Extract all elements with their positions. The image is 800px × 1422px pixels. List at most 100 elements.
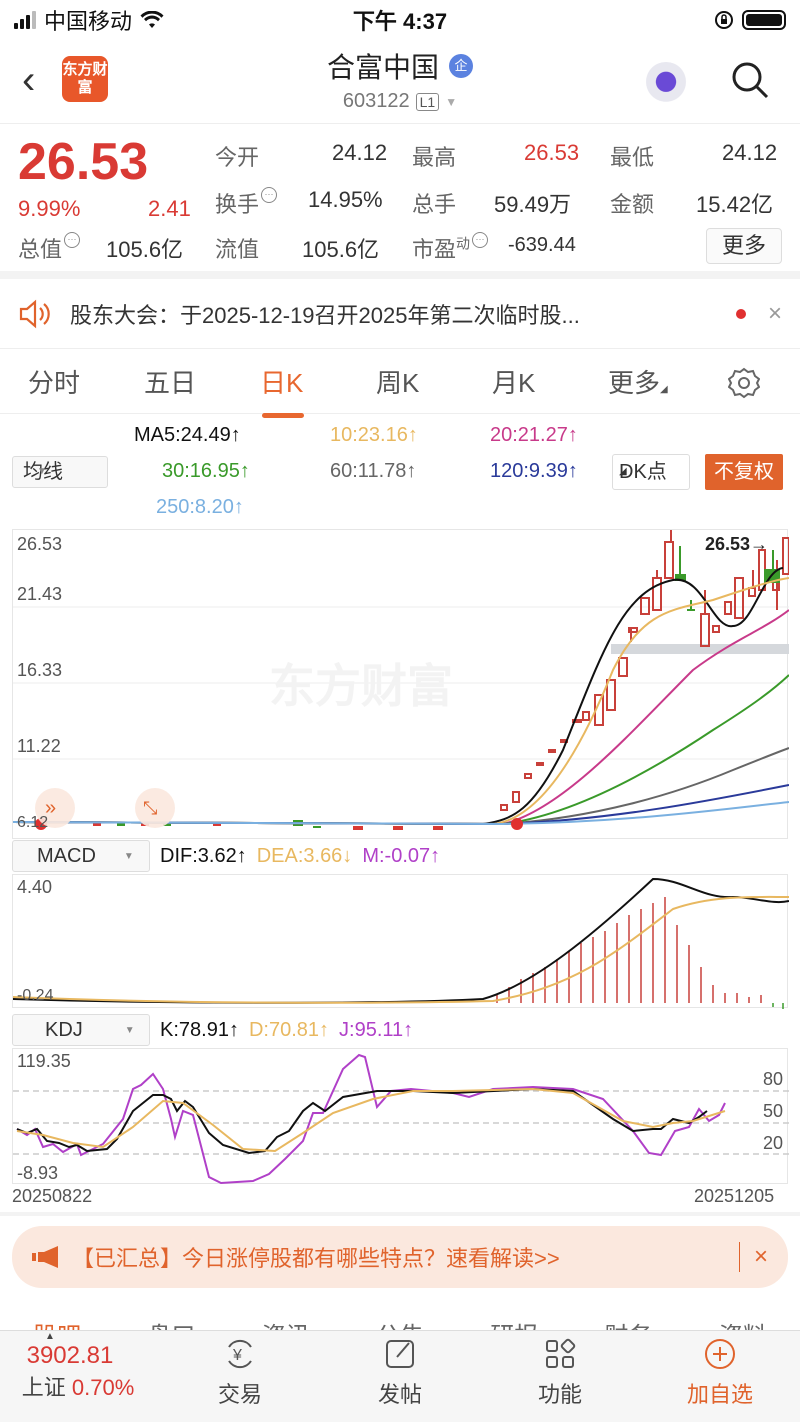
more-button[interactable]: 更多 (706, 228, 782, 264)
adjust-button[interactable]: 不复权 (705, 454, 783, 490)
kdj-selector[interactable]: KDJ ▼ (12, 1014, 150, 1046)
ma-legend: MA5:24.49↑ 10:23.16↑ 20:21.27↑ 均线 ▼ 30:16… (0, 414, 800, 526)
close-icon[interactable]: × (753, 1243, 768, 1270)
tab-forum[interactable]: 股吧 (33, 1316, 81, 1330)
close-icon[interactable]: × (767, 299, 782, 327)
svg-text:¥: ¥ (232, 1347, 242, 1364)
macd-plot (12, 877, 790, 1009)
open-value: 24.12 (332, 140, 388, 165)
market-cap-label: 总值 (18, 237, 63, 262)
tab-daily-k[interactable]: 日K (260, 363, 376, 418)
notice-bar[interactable]: 股东大会：于2025-12-19召开2025年第二次临时股... × (0, 279, 800, 349)
tab-news[interactable]: 资讯 (262, 1316, 310, 1330)
tab-intraday[interactable]: 分时 (28, 367, 81, 398)
stock-name: 合富中国 (326, 52, 439, 83)
info-icon[interactable]: ··· (261, 187, 278, 203)
macd-selector[interactable]: MACD ▼ (12, 840, 150, 872)
y-tick-top: 26.53 (17, 534, 63, 554)
signal-icon (14, 11, 36, 29)
kdj-plot (13, 1053, 789, 1185)
expand-left-icon[interactable]: » (45, 797, 56, 819)
date-end: 20251205 (694, 1186, 775, 1206)
tab-research[interactable]: 研报 (490, 1316, 538, 1330)
trade-button[interactable]: ¥ 交易 (160, 1331, 320, 1422)
market-cap-value: 105.6亿 (106, 237, 184, 262)
fullscreen-icon[interactable]: ⤡ (143, 798, 157, 818)
high-label: 最高 (412, 145, 457, 170)
tab-weekly-k[interactable]: 周K (376, 367, 420, 398)
status-bar: 中国移动 下午 4:37 (0, 0, 800, 40)
grid-icon (546, 1338, 576, 1368)
clock: 下午 4:37 (352, 9, 448, 34)
kdj-ref-80: 80 (763, 1069, 784, 1089)
watermark: 东方财富 (269, 660, 453, 712)
add-watchlist-button[interactable]: 加自选 (640, 1331, 800, 1422)
gear-icon[interactable] (728, 367, 760, 399)
tab-announcements[interactable]: 公告 (376, 1316, 424, 1330)
unread-dot (735, 308, 746, 319)
search-icon[interactable] (730, 60, 770, 100)
kdj-ref-50: 50 (763, 1101, 784, 1121)
info-icon[interactable]: ··· (472, 232, 489, 248)
ma5-value: MA5:24.49↑ (134, 424, 241, 446)
tab-order-book[interactable]: 盘口 (147, 1316, 195, 1330)
ma-selector[interactable]: 均线 ▼ (12, 456, 108, 488)
banner-text: 【已汇总】今日涨停股都有哪些特点？速看解读>> (72, 1246, 560, 1271)
tab-more-label: 更多 (608, 367, 661, 398)
change-percent: 9.99% (18, 196, 81, 221)
speaker-icon (19, 299, 50, 328)
ma-selector-label: 均线 (23, 461, 63, 483)
content-tabs: 股吧 盘口 资讯 公告 研报 财务 资料 (0, 1300, 800, 1330)
bottom-toolbar: ▲ 3902.81 上证 0.70% ¥ 交易 发帖 功能 加自选 (0, 1330, 800, 1422)
kdj-chart[interactable]: 119.35 -8.93 80 50 20 (12, 1048, 789, 1185)
dk-point-button[interactable]: DK点 ◢ (612, 454, 690, 490)
kline-chart[interactable]: 东方财富 » ⤡ 26.53 21.43 16.33 11.22 6.12 26… (12, 529, 790, 839)
kdj-y-top: 119.35 (17, 1051, 71, 1071)
battery-icon (742, 10, 786, 30)
macd-chart[interactable]: 4.40 -0.24 (12, 874, 790, 1009)
ma20-value: 20:21.27↑ (490, 424, 578, 446)
app-logo[interactable]: 东方财富 (62, 56, 108, 102)
float-cap-label: 流值 (215, 237, 260, 262)
post-button[interactable]: 发帖 (320, 1331, 480, 1422)
tab-financials[interactable]: 财务 (605, 1316, 653, 1330)
date-start: 20250822 (12, 1186, 93, 1206)
divider (0, 1212, 800, 1216)
post-label: 发帖 (377, 1382, 422, 1407)
low-label: 最低 (610, 145, 655, 170)
tab-monthly-k[interactable]: 月K (492, 367, 536, 398)
tab-profile[interactable]: 资料 (719, 1316, 767, 1330)
tab-more[interactable]: 更多◢ (608, 367, 668, 398)
macd-legend: MACD ▼ DIF:3.62↑ DEA:3.66↓ M:-0.07↑ (12, 840, 440, 872)
ai-assistant-icon[interactable] (644, 62, 688, 106)
macd-y-bottom: -0.24 (17, 987, 54, 1004)
macd-selector-label: MACD (37, 845, 96, 867)
y-tick-3: 16.33 (17, 660, 63, 680)
wifi-icon (140, 11, 164, 28)
level-badge: L1 (415, 92, 440, 111)
change-amount: 2.41 (148, 196, 191, 221)
notice-text: 股东大会：于2025-12-19召开2025年第二次临时股... (70, 302, 580, 328)
turnover-label: 换手 (215, 192, 260, 217)
y-tick-2: 21.43 (17, 584, 63, 604)
last-price-marker: 26.53→ (705, 534, 769, 554)
functions-label: 功能 (537, 1382, 582, 1407)
high-value: 26.53 (524, 140, 580, 165)
volume-label: 总手 (412, 192, 457, 217)
period-tabs: 分时 五日 日K 周K 月K 更多◢ (0, 349, 800, 418)
index-ticker[interactable]: ▲ 3902.81 上证 0.70% (0, 1331, 160, 1422)
float-cap-value: 105.6亿 (302, 237, 380, 262)
stock-code-switcher[interactable]: 603122 L1 ▼ (343, 90, 457, 113)
functions-button[interactable]: 功能 (480, 1331, 640, 1422)
promo-banner[interactable]: 【已汇总】今日涨停股都有哪些特点？速看解读>> × (12, 1226, 788, 1288)
index-percent: 0.70% (71, 1375, 135, 1400)
info-icon[interactable]: ··· (64, 232, 81, 248)
back-icon[interactable]: ‹ (22, 58, 36, 102)
trade-yuan-icon: ¥ (228, 1340, 252, 1368)
open-label: 今开 (215, 145, 260, 170)
ma10-value: 10:23.16↑ (330, 424, 418, 446)
tab-five-day[interactable]: 五日 (144, 367, 197, 398)
low-value: 24.12 (722, 140, 778, 165)
caret-down-icon: ▼ (124, 1024, 135, 1036)
kdj-selector-label: KDJ (45, 1019, 83, 1041)
